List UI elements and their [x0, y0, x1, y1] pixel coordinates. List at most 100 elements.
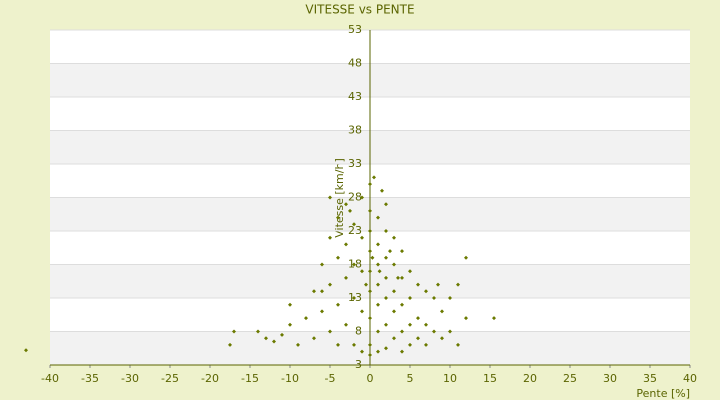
- point: [368, 182, 372, 187]
- point: [280, 332, 284, 337]
- y-tick-label: 8: [355, 325, 362, 338]
- point: [344, 242, 348, 247]
- point: [424, 289, 428, 294]
- point: [336, 302, 340, 307]
- point: [436, 282, 440, 287]
- point: [448, 329, 452, 334]
- point: [328, 329, 332, 334]
- point: [396, 275, 400, 280]
- point: [288, 302, 292, 307]
- point: [320, 262, 324, 267]
- point: [408, 296, 412, 300]
- x-tick-label: 35: [643, 372, 657, 385]
- x-tick-label: 40: [683, 372, 697, 385]
- point: [328, 235, 332, 240]
- x-tick-label: 15: [483, 372, 497, 385]
- point: [360, 269, 364, 274]
- point: [432, 296, 436, 300]
- x-tick-label: -10: [281, 372, 299, 385]
- point: [376, 302, 380, 307]
- point: [400, 249, 404, 254]
- y-tick-label: 43: [348, 90, 362, 103]
- point: [376, 215, 380, 220]
- chart-title: VITESSE vs PENTE: [305, 3, 414, 17]
- point: [352, 262, 356, 267]
- point: [368, 289, 372, 294]
- point: [348, 208, 352, 213]
- point: [368, 352, 372, 357]
- point: [264, 336, 268, 341]
- point: [312, 336, 316, 341]
- point: [352, 342, 356, 347]
- y-tick-label: 38: [348, 124, 362, 137]
- point: [352, 222, 356, 227]
- point: [400, 275, 404, 280]
- point: [352, 296, 356, 300]
- y-tick-label: 33: [348, 157, 362, 170]
- point: [304, 316, 308, 321]
- point: [376, 262, 380, 267]
- y-tick-label: 53: [348, 23, 362, 36]
- point: [368, 316, 372, 321]
- point: [228, 342, 232, 347]
- point: [384, 202, 388, 207]
- point: [464, 255, 468, 260]
- point: [368, 342, 372, 347]
- point: [336, 215, 340, 220]
- point: [380, 188, 384, 193]
- point: [376, 242, 380, 247]
- point: [368, 229, 372, 233]
- point: [456, 282, 460, 287]
- point: [320, 309, 324, 314]
- point: [312, 289, 316, 294]
- point: [336, 342, 340, 347]
- point: [384, 275, 388, 280]
- point: [388, 249, 392, 254]
- point: [392, 309, 396, 314]
- x-tick-label: -15: [241, 372, 259, 385]
- point: [492, 316, 496, 321]
- point: [296, 342, 300, 347]
- point: [384, 322, 388, 327]
- x-tick-label: 0: [367, 372, 374, 385]
- y-tick-label: 23: [348, 224, 362, 237]
- point: [288, 322, 292, 327]
- point: [360, 349, 364, 354]
- x-tick-label: 30: [603, 372, 617, 385]
- point: [416, 282, 420, 287]
- x-tick-label: -35: [81, 372, 99, 385]
- point: [360, 309, 364, 314]
- point: [384, 229, 388, 233]
- point: [24, 348, 28, 353]
- point: [368, 269, 372, 274]
- point: [392, 262, 396, 267]
- point: [256, 329, 260, 334]
- point: [456, 342, 460, 347]
- point: [372, 175, 376, 180]
- point: [272, 339, 276, 344]
- point: [376, 282, 380, 287]
- point: [408, 322, 412, 327]
- point: [416, 336, 420, 341]
- y-tick-label: 28: [348, 191, 362, 204]
- point: [440, 309, 444, 314]
- point: [376, 349, 380, 354]
- point: [384, 296, 388, 300]
- point: [440, 336, 444, 341]
- point: [400, 302, 404, 307]
- point: [464, 316, 468, 321]
- x-tick-label: -30: [121, 372, 139, 385]
- point: [320, 289, 324, 294]
- x-tick-label: -40: [41, 372, 59, 385]
- point: [432, 329, 436, 334]
- point: [376, 329, 380, 334]
- x-tick-label: 25: [563, 372, 577, 385]
- point: [328, 195, 332, 200]
- point: [370, 255, 375, 260]
- y-tick-label: 48: [348, 57, 362, 70]
- point: [368, 249, 372, 254]
- point: [368, 208, 372, 213]
- point: [408, 342, 412, 347]
- x-tick-label: 10: [443, 372, 457, 385]
